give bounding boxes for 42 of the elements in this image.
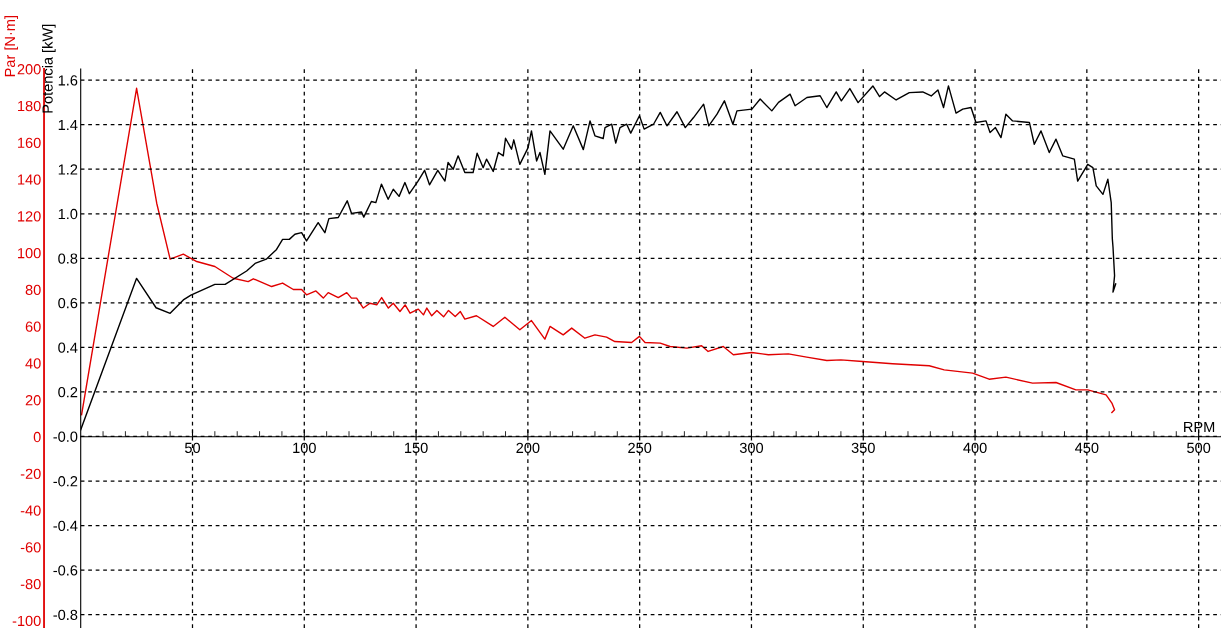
y-tick-label: 160 [18,137,41,148]
y-tick-label: 40 [25,358,41,369]
y2-tick-label: -0.6 [53,565,78,576]
y-tick-label: 60 [25,321,41,332]
x-tick-label: 100 [293,442,316,454]
y2-tick-label: 1.2 [58,164,78,175]
y-tick-label: -100 [12,615,41,627]
y2-tick-label: 0.8 [58,253,78,264]
y2-tick-label: 1.0 [58,208,78,220]
y2-tick-label: -0.4 [53,520,78,531]
x-tick-label: 50 [184,442,201,454]
x-axis-title: RPM [1184,422,1215,433]
x-tick-label: 450 [1075,442,1099,454]
y-tick-label: 20 [25,395,41,406]
y-tick-label: 80 [25,284,41,296]
x-tick-label: 400 [963,442,987,454]
x-tick-label: 250 [628,442,652,454]
y2-tick-label: 0.4 [58,342,78,353]
y-tick-label: 180 [18,100,41,112]
y-tick-label: -80 [20,578,41,590]
y-tick-label: 200 [17,64,41,75]
y-tick-label: 0 [33,431,41,443]
y2-tick-label: 1.4 [58,119,78,130]
x-tick-label: 200 [516,442,540,454]
x-tick-label: 350 [851,442,875,454]
y2-tick-label: -0.2 [53,476,78,487]
y-axis-title: Par [N·m] [4,16,18,77]
y-tick-label: -20 [20,468,41,479]
x-tick-label: 500 [1187,442,1211,454]
y2-tick-label: -0.8 [53,609,78,621]
y2-tick-label: 0.2 [58,387,78,398]
y2-tick-label: 0.6 [58,297,78,309]
y-tick-label: 120 [18,211,41,222]
y2-tick-label: -0.0 [53,431,78,442]
y-tick-label: -40 [20,505,41,516]
x-tick-label: 300 [739,442,764,454]
y-tick-label: 140 [18,174,41,185]
y-tick-label: 100 [18,247,41,259]
y2-tick-label: 1.6 [58,75,78,86]
y2-axis-title: Potencia [kW] [42,24,56,113]
x-tick-label: 150 [405,442,428,454]
y-tick-label: -60 [20,542,41,553]
